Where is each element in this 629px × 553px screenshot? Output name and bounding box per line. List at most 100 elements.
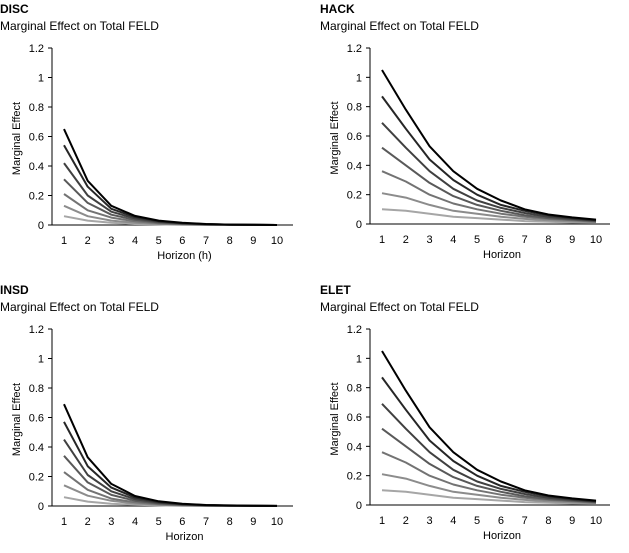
x-tick-label: 8 bbox=[227, 235, 233, 247]
y-tick-label: 1 bbox=[356, 353, 362, 365]
x-tick-label: 4 bbox=[132, 516, 138, 528]
y-tick-label: 0.4 bbox=[347, 441, 362, 453]
x-tick-label: 5 bbox=[156, 516, 162, 528]
panel-code: INSD bbox=[0, 283, 29, 297]
chart-insd: 0 0.2 0.4 0.6 0.8 1 1.2 1 2 3 4 5 6 7 8 9 10 Horizon Margi… bbox=[11, 324, 293, 543]
y-tick-label: 0.2 bbox=[347, 190, 362, 202]
x-tick-label: 2 bbox=[85, 516, 91, 528]
series-line-s5 bbox=[381, 403, 597, 503]
x-tick-label: 7 bbox=[203, 516, 209, 528]
x-tick-label: 8 bbox=[545, 515, 551, 527]
y-tick-label: 0 bbox=[38, 501, 44, 513]
y-tick-label: 0.2 bbox=[347, 471, 362, 483]
y-tick-label: 0.8 bbox=[29, 383, 44, 395]
y-tick-label: 0.8 bbox=[347, 383, 362, 395]
y-tick-label: 1 bbox=[38, 354, 44, 366]
x-tick-label: 3 bbox=[108, 235, 114, 247]
x-tick-label: 6 bbox=[498, 234, 504, 246]
x-axis-label: Horizon bbox=[483, 249, 521, 261]
chart-title: Marginal Effect on Total FELD bbox=[0, 19, 159, 33]
x-tick-label: 10 bbox=[590, 234, 602, 246]
series-line-s6 bbox=[381, 376, 597, 503]
x-tick-label: 1 bbox=[61, 235, 67, 247]
y-tick-label: 0.6 bbox=[29, 132, 44, 144]
series-line-s4 bbox=[381, 146, 597, 223]
x-tick-label: 1 bbox=[61, 516, 67, 528]
y-tick-label: 1 bbox=[356, 72, 362, 84]
y-tick-label: 0.4 bbox=[29, 442, 44, 454]
x-tick-label: 1 bbox=[379, 234, 385, 246]
y-tick-label: 1.2 bbox=[29, 43, 44, 55]
y-axis-label: Marginal Effect bbox=[11, 383, 23, 456]
y-tick-label: 0.8 bbox=[347, 102, 362, 114]
series-line-s7 bbox=[63, 403, 278, 507]
x-axis-label: Horizon (h) bbox=[157, 250, 211, 262]
x-tick-label: 4 bbox=[450, 234, 456, 246]
chart-title: Marginal Effect on Total FELD bbox=[320, 19, 479, 33]
x-tick-label: 10 bbox=[590, 515, 602, 527]
panel-code: HACK bbox=[320, 2, 355, 16]
series-line-s7 bbox=[381, 350, 597, 502]
y-tick-label: 1 bbox=[38, 73, 44, 85]
x-tick-label: 10 bbox=[271, 516, 283, 528]
x-tick-label: 9 bbox=[250, 516, 256, 528]
y-tick-label: 0.6 bbox=[347, 412, 362, 424]
y-tick-label: 0.4 bbox=[29, 161, 44, 173]
chart-title: Marginal Effect on Total FELD bbox=[0, 300, 159, 314]
y-tick-label: 0.2 bbox=[29, 191, 44, 203]
series-line-s5 bbox=[381, 122, 597, 222]
x-tick-label: 3 bbox=[108, 516, 114, 528]
y-tick-label: 1.2 bbox=[347, 43, 362, 55]
x-tick-label: 4 bbox=[450, 515, 456, 527]
y-tick-label: 1.2 bbox=[29, 324, 44, 336]
chart-hack: 0 0.2 0.4 0.6 0.8 1 1.2 1 2 3 4 5 6 7 8 9 10 Horizon Margi… bbox=[329, 43, 610, 261]
y-tick-label: 1.2 bbox=[347, 324, 362, 336]
x-tick-label: 8 bbox=[227, 516, 233, 528]
chart-elet: 0 0.2 0.4 0.6 0.8 1 1.2 1 2 3 4 5 6 7 8 9 10 Horizon Margi… bbox=[329, 324, 610, 542]
x-tick-label: 6 bbox=[179, 235, 185, 247]
x-tick-label: 6 bbox=[179, 516, 185, 528]
series-line-s6 bbox=[381, 95, 597, 222]
x-tick-label: 3 bbox=[426, 234, 432, 246]
series-line-s2 bbox=[381, 473, 597, 505]
chart-disc: 0 0.2 0.4 0.6 0.8 1 1.2 1 2 3 4 5 6 7 8 9 10 Horizon (h) M… bbox=[11, 43, 293, 262]
x-tick-label: 3 bbox=[426, 515, 432, 527]
series-line-s3 bbox=[381, 451, 597, 504]
x-tick-label: 8 bbox=[545, 234, 551, 246]
x-tick-label: 2 bbox=[85, 235, 91, 247]
x-tick-label: 5 bbox=[474, 234, 480, 246]
series-line-s3 bbox=[63, 471, 278, 507]
y-axis-label: Marginal Effect bbox=[329, 101, 341, 174]
x-tick-label: 9 bbox=[569, 234, 575, 246]
y-tick-label: 0 bbox=[38, 220, 44, 232]
y-tick-label: 0.8 bbox=[29, 102, 44, 114]
x-tick-label: 1 bbox=[379, 515, 385, 527]
y-tick-label: 0 bbox=[356, 500, 362, 512]
series-line-s4 bbox=[381, 427, 597, 504]
series-line-s3 bbox=[381, 170, 597, 223]
x-tick-label: 7 bbox=[522, 515, 528, 527]
y-axis-label: Marginal Effect bbox=[329, 382, 341, 455]
panel-code: DISC bbox=[0, 2, 29, 16]
x-axis-label: Horizon bbox=[166, 531, 204, 543]
y-tick-label: 0.6 bbox=[347, 131, 362, 143]
panel-disc: DISC Marginal Effect on Total FELD 0 0.2 0… bbox=[0, 0, 314, 272]
series-line-s1 bbox=[381, 208, 597, 224]
panel-hack: HACK Marginal Effect on Total FELD 0 0.2 0… bbox=[320, 0, 629, 272]
y-tick-label: 0.6 bbox=[29, 413, 44, 425]
series-line-s7 bbox=[381, 69, 597, 221]
x-tick-label: 7 bbox=[203, 235, 209, 247]
x-tick-label: 5 bbox=[156, 235, 162, 247]
panel-code: ELET bbox=[320, 283, 351, 297]
x-axis-label: Horizon bbox=[483, 530, 521, 542]
panel-insd: INSD Marginal Effect on Total FELD 0 0.2 0… bbox=[0, 281, 314, 553]
series-line-s3 bbox=[63, 193, 278, 226]
series-line-s2 bbox=[381, 192, 597, 224]
y-tick-label: 0 bbox=[356, 219, 362, 231]
x-tick-label: 2 bbox=[403, 515, 409, 527]
y-axis-label: Marginal Effect bbox=[11, 102, 23, 175]
x-tick-label: 4 bbox=[132, 235, 138, 247]
y-tick-label: 0.2 bbox=[29, 472, 44, 484]
x-tick-label: 9 bbox=[569, 515, 575, 527]
y-tick-label: 0.4 bbox=[347, 160, 362, 172]
